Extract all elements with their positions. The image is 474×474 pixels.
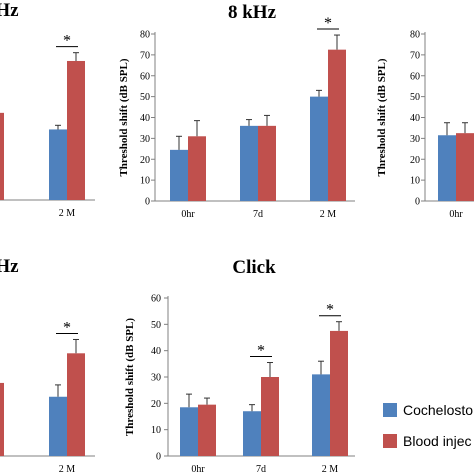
bar-blood-injection (67, 353, 85, 456)
y-tick-label: 40 (151, 346, 161, 357)
bar-cochleostomy (310, 96, 328, 201)
bar-cochleostomy (438, 135, 456, 201)
y-tick-label: 40 (410, 113, 420, 124)
chart-title: Click (232, 257, 276, 278)
bar-blood-injection (261, 377, 279, 456)
y-tick-label: 10 (140, 176, 150, 187)
chart-panel: Click 0 10 20 30 40 50 60 Threshold shift (dB SP… (124, 257, 355, 474)
chart-title: Hz (0, 256, 19, 277)
chart-panel: Hzd2 M* (0, 0, 95, 219)
bar-cochleostomy (180, 407, 198, 456)
chart-panel: 0 10 20 30 40 50 60 70 80 Threshold shift (dB SPL… (376, 30, 474, 220)
x-tick-label: 2 M (59, 464, 76, 474)
y-tick-label: 20 (151, 399, 161, 410)
bar-blood-injection (456, 133, 474, 201)
bar-cochleostomy (170, 149, 188, 201)
chart-title: Hz (0, 0, 19, 21)
bar-blood-injection (0, 382, 4, 456)
y-tick-label: 20 (410, 155, 420, 166)
x-tick-label: 2 M (322, 464, 339, 474)
y-tick-label: 30 (410, 134, 420, 145)
y-tick-label: 60 (151, 294, 161, 305)
bar-blood-injection (258, 125, 276, 201)
y-tick-label: 50 (410, 92, 420, 103)
legend-swatch-cochleostomy (383, 403, 397, 417)
y-tick-label: 80 (410, 30, 420, 41)
significance-star: * (326, 302, 334, 319)
bar-cochleostomy (240, 125, 258, 201)
x-tick-label: 2 M (320, 209, 337, 220)
y-axis-label: Threshold shift (dB SPL) (124, 318, 136, 436)
y-tick-label: 70 (410, 50, 420, 61)
y-tick-label: 50 (151, 320, 161, 331)
bar-cochleostomy (243, 411, 261, 456)
y-tick-label: 20 (140, 155, 150, 166)
chart-panel: 8 kHz 0 10 20 30 40 50 60 70 80 Threshold shift (d… (118, 2, 355, 220)
y-tick-label: 0 (145, 197, 150, 208)
legend-label-cochleostomy: Cochelosto. (403, 402, 474, 418)
x-tick-label: 0hr (191, 464, 205, 474)
y-tick-label: 0 (156, 452, 161, 463)
bar-cochleostomy (312, 374, 330, 456)
y-tick-label: 60 (140, 71, 150, 82)
y-tick-label: 40 (140, 113, 150, 124)
y-axis-label: Threshold shift (dB SPL) (376, 58, 388, 176)
y-tick-label: 10 (151, 425, 161, 436)
y-tick-label: 50 (140, 92, 150, 103)
y-axis-label: Threshold shift (dB SPL) (118, 58, 130, 176)
significance-star: * (63, 319, 71, 336)
bar-blood-injection (67, 60, 85, 200)
y-tick-label: 30 (140, 134, 150, 145)
y-tick-label: 10 (410, 176, 420, 187)
bar-blood-injection (188, 136, 206, 201)
significance-star: * (324, 15, 332, 32)
bar-cochleostomy (49, 396, 67, 456)
legend-swatch-blood-injection (383, 434, 397, 448)
chart-panel: Hz 2 M * (0, 256, 95, 474)
legend-label-blood-injection: Blood injec (403, 433, 472, 449)
bar-blood-injection (0, 112, 4, 200)
y-tick-label: 30 (151, 373, 161, 384)
y-tick-label: 80 (140, 30, 150, 41)
x-tick-label: 0hr (181, 209, 195, 220)
bar-blood-injection (198, 404, 216, 456)
x-tick-label: 7d (256, 464, 266, 474)
y-tick-label: 0 (415, 197, 420, 208)
x-tick-label: 7d (253, 209, 263, 220)
x-tick-label: 0hr (449, 209, 463, 220)
y-tick-label: 60 (410, 71, 420, 82)
chart-title: 8 kHz (228, 2, 277, 23)
significance-star: * (63, 33, 71, 50)
y-tick-label: 70 (140, 50, 150, 61)
significance-star: * (257, 343, 265, 360)
legend: Cochelosto. Blood injec (383, 402, 474, 449)
bar-blood-injection (330, 330, 348, 456)
bar-blood-injection (328, 49, 346, 201)
bar-cochleostomy (49, 129, 67, 200)
x-tick-label: 2 M (59, 208, 76, 219)
